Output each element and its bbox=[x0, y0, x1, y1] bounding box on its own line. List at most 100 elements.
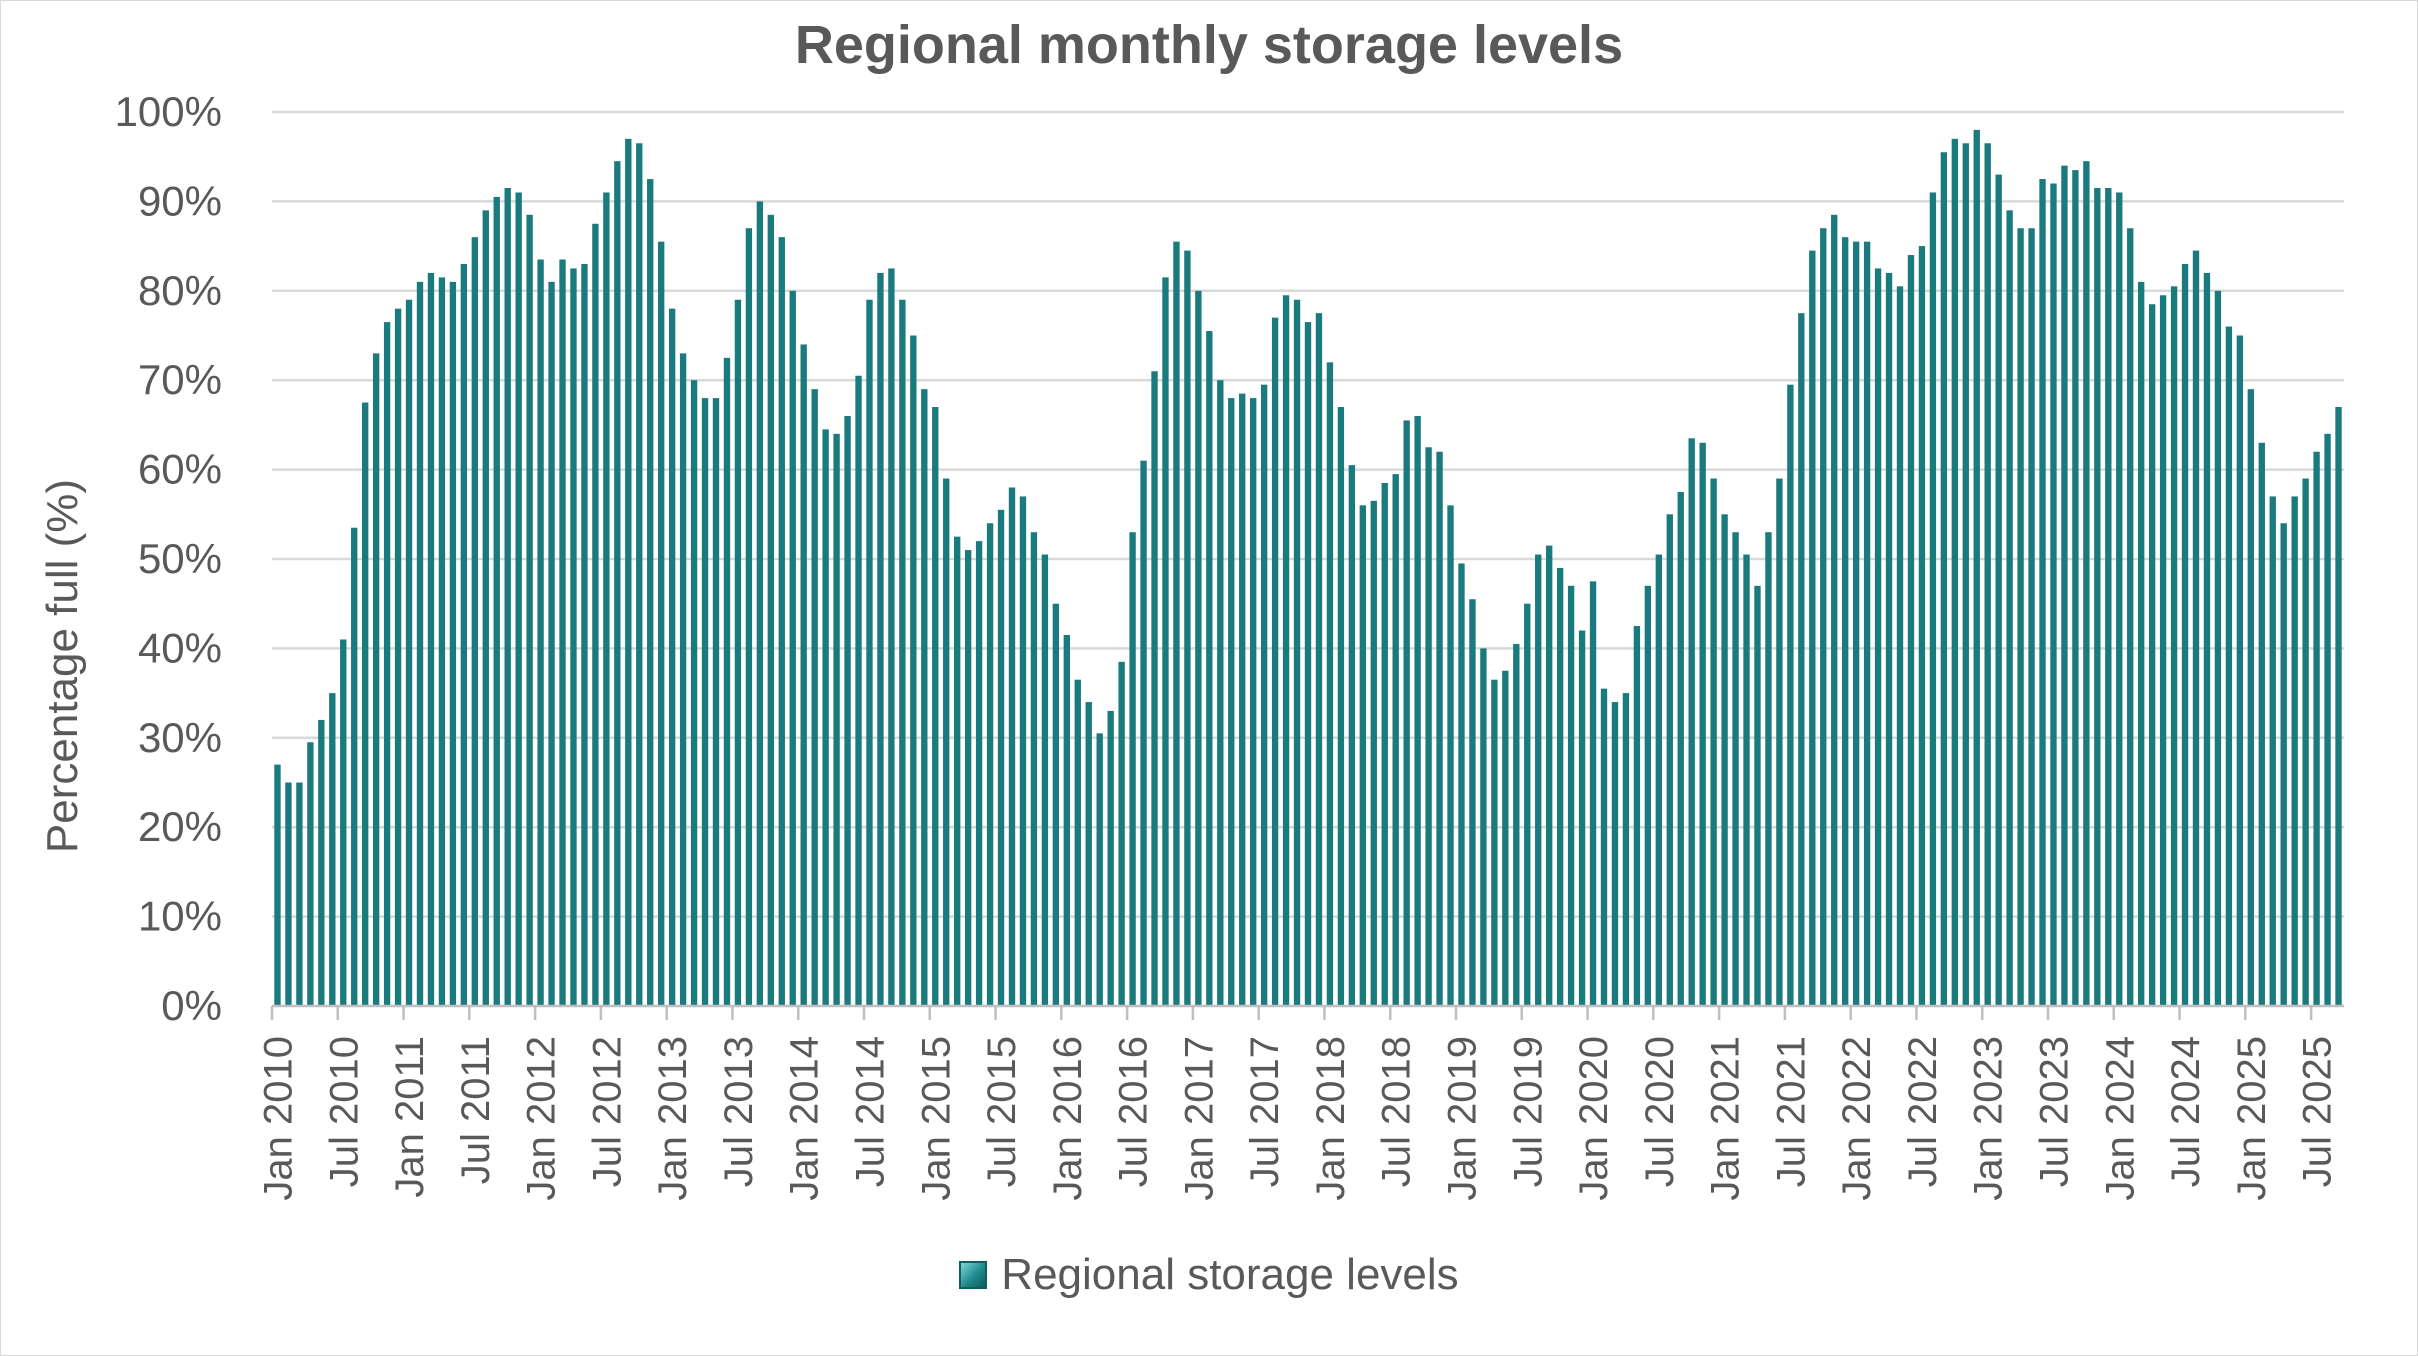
bar bbox=[1469, 599, 1476, 1006]
x-tick-label: Jul 2017 bbox=[1243, 1036, 1287, 1187]
bar bbox=[405, 299, 413, 1006]
bar bbox=[1842, 237, 1849, 1006]
bar bbox=[1798, 313, 1805, 1006]
bar bbox=[712, 398, 720, 1007]
bar bbox=[800, 344, 807, 1006]
bar bbox=[1074, 679, 1081, 1006]
bar bbox=[679, 353, 687, 1006]
bar bbox=[1381, 483, 1388, 1006]
bar bbox=[2105, 187, 2112, 1007]
y-tick-label: 100% bbox=[115, 88, 222, 135]
bar bbox=[449, 281, 457, 1006]
bar bbox=[1239, 393, 1246, 1006]
bar bbox=[1546, 545, 1553, 1006]
bar bbox=[943, 478, 950, 1006]
bar bbox=[1655, 554, 1662, 1006]
x-tick-label: Jan 2020 bbox=[1572, 1036, 1616, 1201]
bar bbox=[1929, 192, 1937, 1006]
bar bbox=[592, 223, 599, 1006]
bar bbox=[383, 322, 391, 1007]
y-tick-label: 60% bbox=[138, 446, 222, 493]
y-tick-label: 0% bbox=[161, 982, 222, 1029]
bar bbox=[1951, 138, 1958, 1006]
y-tick-label: 90% bbox=[138, 177, 222, 224]
bar bbox=[1863, 241, 1871, 1006]
bar bbox=[954, 536, 961, 1006]
bar bbox=[1008, 487, 1016, 1007]
x-tick-label: Jul 2020 bbox=[1638, 1036, 1682, 1187]
x-tick-label: Jan 2021 bbox=[1704, 1036, 1748, 1201]
legend-label: Regional storage levels bbox=[1001, 1250, 1459, 1299]
bar bbox=[975, 541, 983, 1006]
bar bbox=[2258, 442, 2265, 1006]
bar bbox=[1184, 250, 1191, 1006]
bar bbox=[285, 782, 292, 1006]
bar bbox=[1293, 299, 1301, 1006]
x-tick-label: Jan 2015 bbox=[914, 1036, 958, 1201]
y-tick-label: 40% bbox=[138, 624, 222, 671]
bar bbox=[1304, 322, 1312, 1007]
bar bbox=[2116, 192, 2123, 1006]
bar bbox=[2335, 407, 2342, 1006]
bar bbox=[1502, 670, 1509, 1006]
bar bbox=[1370, 500, 1377, 1006]
bar bbox=[1282, 295, 1290, 1006]
bar bbox=[1392, 474, 1399, 1006]
bar bbox=[1622, 693, 1630, 1006]
bar bbox=[844, 415, 851, 1007]
y-tick-label: 70% bbox=[138, 356, 222, 403]
bar bbox=[767, 214, 774, 1006]
bar bbox=[1337, 407, 1345, 1006]
bar bbox=[515, 192, 522, 1006]
bar bbox=[1030, 532, 1038, 1006]
bar bbox=[1600, 688, 1608, 1006]
bar bbox=[1852, 241, 1860, 1006]
legend: Regional storage levels bbox=[0, 1250, 2418, 1300]
bar bbox=[811, 389, 818, 1006]
bar bbox=[2225, 326, 2233, 1006]
bar bbox=[438, 277, 446, 1006]
bar bbox=[2291, 496, 2298, 1006]
bar bbox=[1217, 380, 1224, 1006]
bar bbox=[1513, 643, 1520, 1006]
bar bbox=[1326, 362, 1334, 1006]
x-tick-label: Jan 2011 bbox=[388, 1036, 432, 1198]
bar bbox=[899, 299, 906, 1006]
bar bbox=[1699, 442, 1706, 1006]
x-tick-label: Jan 2014 bbox=[783, 1036, 827, 1201]
x-tick-label: Jul 2014 bbox=[848, 1036, 892, 1187]
x-tick-label: Jan 2018 bbox=[1309, 1036, 1353, 1201]
bar bbox=[548, 281, 555, 1006]
bar bbox=[1195, 290, 1202, 1006]
bar bbox=[614, 161, 621, 1007]
bar bbox=[1962, 143, 1969, 1007]
x-tick-label: Jul 2016 bbox=[1112, 1036, 1156, 1187]
bar bbox=[1535, 554, 1542, 1006]
bar bbox=[526, 214, 533, 1006]
bar bbox=[1041, 554, 1049, 1006]
x-tick-label: Jul 2021 bbox=[1769, 1036, 1813, 1187]
bar bbox=[2094, 187, 2101, 1007]
bar bbox=[855, 375, 862, 1007]
bar bbox=[296, 782, 303, 1006]
x-tick-label: Jan 2010 bbox=[256, 1036, 300, 1201]
bar bbox=[2017, 228, 2024, 1007]
bar bbox=[2170, 286, 2178, 1007]
bar bbox=[1118, 661, 1125, 1006]
bar bbox=[1732, 532, 1739, 1006]
x-tick-label: Jul 2023 bbox=[2032, 1036, 2076, 1187]
bar bbox=[1776, 478, 1783, 1006]
bars bbox=[274, 129, 2342, 1007]
bar bbox=[1063, 634, 1070, 1006]
bar bbox=[625, 138, 632, 1006]
bar bbox=[2236, 335, 2244, 1006]
x-tick-label: Jan 2019 bbox=[1440, 1036, 1484, 1201]
bar bbox=[1250, 398, 1257, 1007]
bar bbox=[1984, 143, 1991, 1007]
bar bbox=[723, 357, 731, 1007]
bar bbox=[2072, 170, 2079, 1007]
bar bbox=[504, 187, 511, 1007]
bar bbox=[394, 308, 402, 1006]
bar bbox=[1403, 420, 1410, 1006]
